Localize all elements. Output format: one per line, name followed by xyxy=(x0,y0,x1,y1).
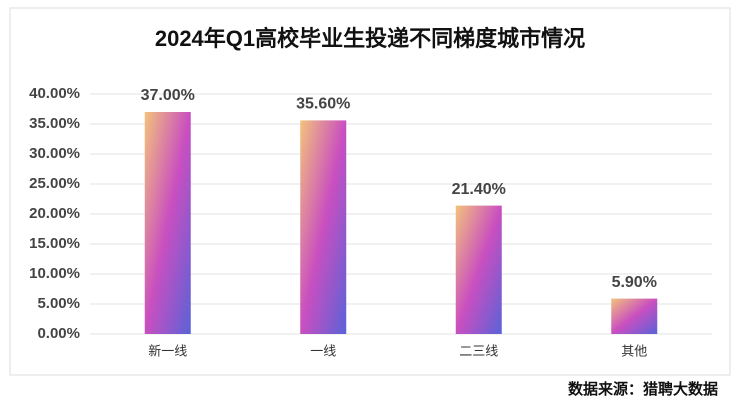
x-tick-label: 其他 xyxy=(621,343,647,358)
bar xyxy=(144,112,191,334)
value-label: 5.90% xyxy=(612,274,657,291)
x-tick-label: 二三线 xyxy=(459,343,498,358)
y-tick-label: 25.00% xyxy=(29,175,80,192)
value-label: 35.60% xyxy=(296,96,350,113)
bar xyxy=(300,120,347,335)
x-tick-label: 一线 xyxy=(310,343,336,358)
chart-frame xyxy=(9,7,731,376)
value-label: 37.00% xyxy=(141,87,195,104)
bar xyxy=(611,298,658,334)
y-tick-label: 10.00% xyxy=(29,265,80,282)
bar xyxy=(455,205,502,334)
y-tick-label: 40.00% xyxy=(29,85,80,102)
chart-title: 2024年Q1高校毕业生投递不同梯度城市情况 xyxy=(155,26,585,51)
y-tick-label: 20.00% xyxy=(29,205,80,222)
y-tick-label: 15.00% xyxy=(29,235,80,252)
value-label: 21.40% xyxy=(452,181,506,198)
y-tick-label: 5.00% xyxy=(37,295,80,312)
y-tick-label: 0.00% xyxy=(37,325,80,342)
y-tick-label: 30.00% xyxy=(29,145,80,162)
source-note: 数据来源：猎聘大数据 xyxy=(568,380,718,398)
y-tick-label: 35.00% xyxy=(29,115,80,132)
x-tick-label: 新一线 xyxy=(148,343,187,358)
